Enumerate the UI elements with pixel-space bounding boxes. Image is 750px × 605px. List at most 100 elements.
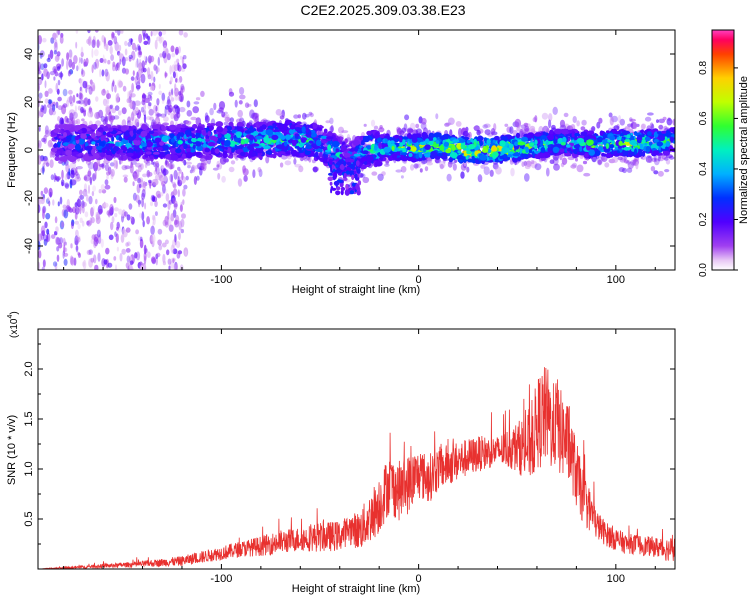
heatmap-cell	[53, 143, 58, 148]
heatmap-cell	[50, 174, 55, 181]
heatmap-cell	[101, 163, 106, 169]
heatmap-cell	[142, 109, 147, 115]
heatmap-cell	[87, 184, 91, 194]
heatmap-cell	[153, 76, 156, 83]
heatmap-cell	[53, 41, 58, 52]
heatmap-cell	[125, 262, 130, 269]
heatmap-cell	[523, 122, 529, 127]
heatmap-cell	[67, 96, 72, 103]
heatmap-cell	[139, 149, 144, 156]
heatmap-cell	[174, 219, 178, 226]
heatmap-cell	[99, 58, 104, 63]
heatmap-cell	[530, 159, 535, 165]
heatmap-cell	[76, 93, 79, 98]
heatmap-cell	[120, 154, 124, 161]
heatmap-cell	[428, 140, 434, 146]
heatmap-cell	[418, 152, 423, 159]
heatmap-cell	[40, 225, 46, 236]
heatmap-cell	[223, 140, 231, 147]
heatmap-cell	[163, 188, 168, 194]
heatmap-cell	[100, 152, 105, 158]
heatmap-cell	[122, 85, 127, 92]
heatmap-cell	[190, 116, 197, 121]
heatmap-cell	[180, 218, 185, 228]
heatmap-cell	[69, 52, 73, 61]
heatmap-cell	[42, 206, 46, 214]
heatmap-cell	[141, 124, 149, 130]
heatmap-cell	[81, 220, 85, 227]
heatmap-cell	[629, 117, 633, 122]
heatmap-cell	[83, 174, 91, 182]
heatmap-cell	[252, 112, 259, 122]
heatmap-cell	[79, 86, 82, 92]
heatmap-cell	[175, 148, 182, 154]
heatmap-cell	[243, 175, 248, 182]
heatmap-cell	[191, 138, 197, 143]
heatmap-cell	[98, 208, 103, 214]
heatmap-cell	[413, 163, 419, 169]
heatmap-cell	[304, 113, 310, 118]
heatmap-cell	[166, 53, 171, 61]
heatmap-cell	[68, 168, 71, 176]
heatmap-cell	[121, 125, 128, 132]
heatmap-cell	[91, 64, 94, 74]
heatmap-cell	[43, 63, 48, 69]
heatmap-cell	[178, 46, 181, 54]
heatmap-cell	[110, 54, 114, 61]
heatmap-cell	[645, 145, 651, 153]
heatmap-cell	[252, 169, 256, 179]
heatmap-cell	[147, 35, 150, 41]
heatmap-cell	[283, 141, 288, 147]
heatmap-cell	[216, 164, 220, 168]
heatmap-cell	[142, 181, 146, 188]
heatmap-cell	[108, 105, 112, 111]
heatmap-cell	[424, 153, 432, 158]
heatmap-cell	[87, 110, 94, 118]
heatmap-cell	[56, 254, 60, 262]
heatmap-cell	[151, 214, 156, 221]
heatmap-cell	[55, 226, 59, 233]
heatmap-cell	[184, 129, 192, 136]
heatmap-cell	[95, 215, 101, 225]
heatmap-cell	[325, 120, 331, 124]
heatmap-cell	[161, 242, 167, 248]
heatmap-cell	[186, 100, 191, 108]
heatmap-cell	[301, 126, 306, 133]
heatmap-cell	[66, 118, 70, 123]
heatmap-cell	[271, 134, 279, 141]
heatmap-cell	[546, 167, 550, 177]
heatmap-cell	[120, 30, 124, 34]
heatmap-cell	[179, 204, 183, 212]
heatmap-cell	[261, 124, 267, 130]
heatmap-cell	[659, 135, 665, 142]
heatmap-cell	[87, 169, 92, 177]
heatmap-cell	[57, 116, 61, 122]
heatmap-cell	[400, 175, 404, 179]
heatmap-cell	[116, 246, 119, 252]
heatmap-cell	[509, 126, 514, 134]
heatmap-cell	[123, 211, 128, 217]
heatmap-cell	[41, 194, 46, 201]
heatmap-cell	[462, 130, 469, 137]
heatmap-cell	[138, 77, 141, 85]
heatmap-cell	[300, 138, 306, 143]
heatmap-cell	[75, 229, 79, 238]
heatmap-cell	[101, 69, 105, 77]
heatmap-cell	[343, 152, 351, 159]
heatmap-cell	[40, 230, 45, 241]
heatmap-cell	[649, 122, 654, 129]
heatmap-cell	[38, 250, 42, 259]
heatmap-cell	[183, 184, 188, 190]
heatmap-cell	[106, 210, 111, 216]
heatmap-cell	[309, 112, 314, 118]
heatmap-cell	[127, 91, 130, 101]
heatmap-cell	[66, 118, 73, 126]
heatmap-cell	[112, 61, 116, 68]
heatmap-cell	[160, 36, 164, 43]
heatmap-cell	[561, 157, 568, 165]
heatmap-cell	[95, 198, 98, 205]
heatmap-cell	[167, 162, 175, 170]
heatmap-cell	[315, 139, 322, 146]
heatmap-cell	[114, 41, 119, 52]
heatmap-cell	[605, 143, 610, 149]
